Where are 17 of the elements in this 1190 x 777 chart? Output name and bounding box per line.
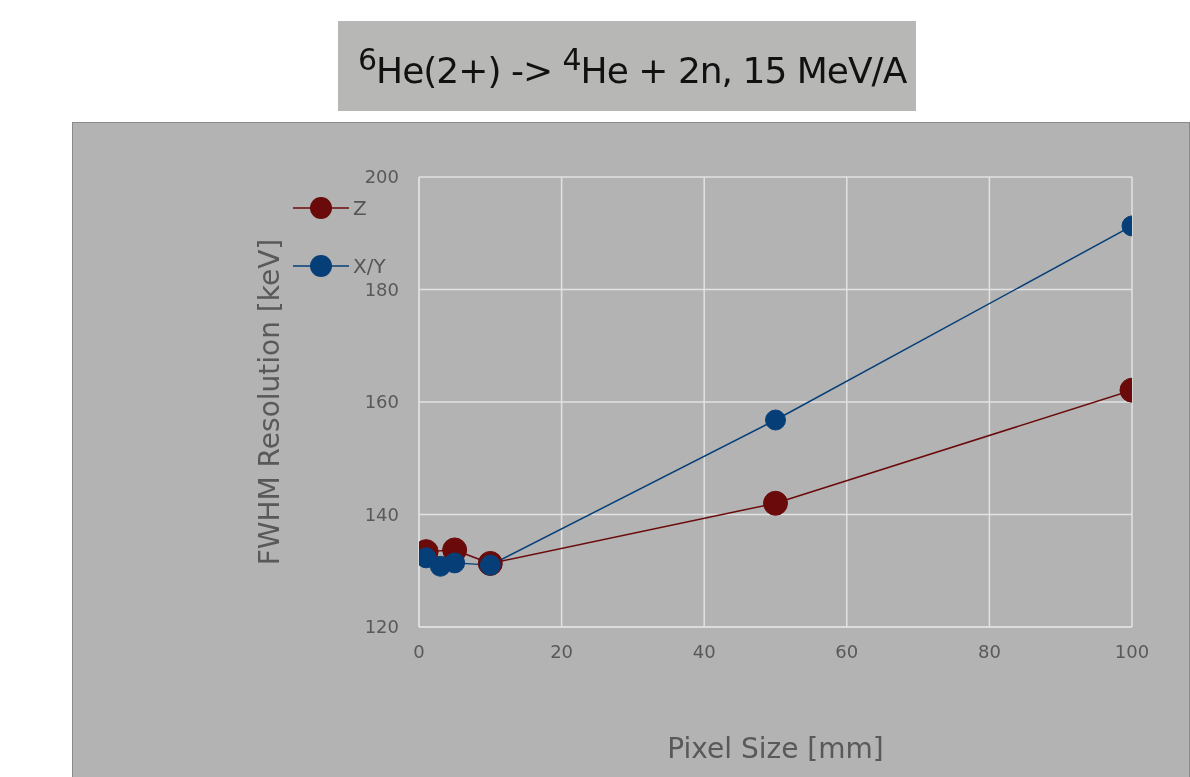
legend-label: X/Y — [353, 254, 386, 278]
x-tick-label: 60 — [835, 640, 859, 662]
chart-title: $^{6}$He(2+) -> $^{4}$He + 2n, 15 MeV/A — [358, 41, 907, 91]
x-tick-label: 20 — [550, 640, 574, 662]
legend-label: Z — [353, 196, 367, 220]
y-tick-label: 140 — [364, 503, 399, 525]
point — [444, 552, 466, 574]
x-tick-label: 0 — [413, 640, 425, 662]
x-tick-label: 80 — [977, 640, 1001, 662]
y-tick-label: 180 — [364, 278, 399, 300]
y-axis-title: FWHM Resolution [keV] — [252, 238, 286, 566]
y-tick-label: 120 — [364, 616, 399, 638]
x-tick-label: 100 — [1114, 640, 1150, 662]
y-tick-label: 200 — [364, 166, 399, 188]
x-axis-title: Pixel Size [mm] — [667, 732, 884, 765]
y-tick-label: 160 — [364, 391, 399, 413]
x-tick-label: 40 — [692, 640, 716, 662]
